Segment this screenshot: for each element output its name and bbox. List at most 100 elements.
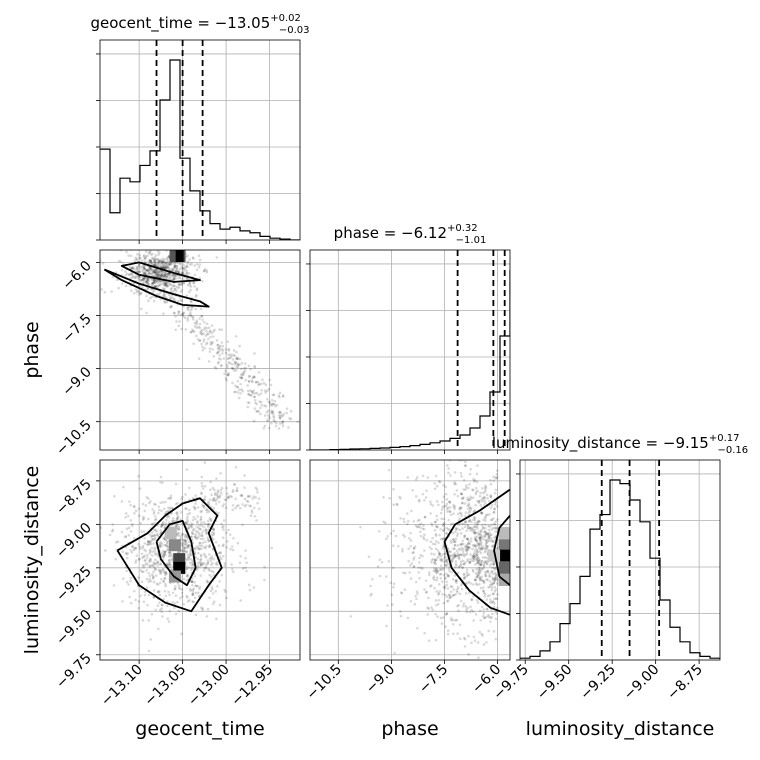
sample-point xyxy=(464,553,467,557)
sample-point xyxy=(152,538,155,541)
sample-point xyxy=(200,531,204,535)
sample-point xyxy=(153,548,156,551)
sample-point xyxy=(462,636,466,640)
sample-point xyxy=(185,567,188,571)
sample-point xyxy=(232,483,236,486)
sample-point xyxy=(444,553,447,556)
sample-point xyxy=(163,523,167,527)
sample-point xyxy=(416,626,419,630)
sample-point xyxy=(177,270,180,274)
sample-point xyxy=(465,552,469,556)
sample-point xyxy=(445,600,449,603)
sample-point xyxy=(173,266,176,269)
sample-point xyxy=(182,546,186,550)
sample-point xyxy=(483,526,487,530)
sample-point xyxy=(466,547,470,551)
sample-point xyxy=(451,553,454,557)
sample-point xyxy=(149,499,152,503)
sample-point xyxy=(278,422,282,425)
sample-point xyxy=(205,581,209,584)
sample-point xyxy=(187,308,190,312)
sample-point xyxy=(475,567,478,571)
sample-point xyxy=(146,254,149,257)
sample-point xyxy=(201,541,205,545)
sample-point xyxy=(208,569,211,572)
sample-point xyxy=(247,495,250,498)
sample-point xyxy=(175,286,179,289)
sample-point xyxy=(158,593,162,597)
sample-point xyxy=(239,375,242,379)
sample-point xyxy=(468,506,472,509)
sample-point xyxy=(487,535,491,539)
sample-point xyxy=(153,257,156,261)
x-axis-label: luminosity_distance xyxy=(526,718,715,740)
sample-point xyxy=(251,392,255,395)
sample-point xyxy=(451,522,454,526)
sample-point xyxy=(262,381,266,385)
sample-point xyxy=(212,570,215,574)
sample-point xyxy=(202,561,206,565)
sample-point xyxy=(409,531,412,535)
sample-point xyxy=(198,339,201,343)
sample-point xyxy=(179,518,182,521)
sample-point xyxy=(132,589,136,593)
sample-point xyxy=(164,570,168,573)
sample-point xyxy=(153,562,156,565)
sample-point xyxy=(262,426,266,430)
sample-point xyxy=(242,373,245,377)
sample-point xyxy=(137,293,141,296)
sample-point xyxy=(145,496,149,499)
sample-point xyxy=(462,576,466,580)
sample-point xyxy=(136,244,139,247)
sample-point xyxy=(478,630,482,634)
sample-point xyxy=(239,382,242,386)
sample-point xyxy=(189,300,193,304)
sample-point xyxy=(232,353,235,357)
sample-point xyxy=(489,574,492,578)
sample-point xyxy=(153,536,157,540)
sample-point xyxy=(216,346,220,350)
sample-point xyxy=(154,253,158,257)
sample-point xyxy=(168,562,171,566)
sample-point xyxy=(459,471,463,475)
sample-point xyxy=(492,592,495,596)
sample-point xyxy=(481,567,485,570)
density-contour xyxy=(120,261,201,283)
sample-point xyxy=(155,292,159,296)
sample-point xyxy=(452,538,455,541)
sample-point xyxy=(160,273,163,277)
sample-point xyxy=(459,532,463,535)
sample-point xyxy=(179,536,183,540)
sample-point xyxy=(140,570,144,574)
sample-point xyxy=(189,589,192,592)
sample-point xyxy=(433,542,437,546)
sample-point xyxy=(455,564,458,567)
sample-point xyxy=(464,544,468,548)
sample-point xyxy=(160,542,164,545)
sample-point xyxy=(164,553,167,557)
sample-point xyxy=(270,409,273,413)
sample-point xyxy=(143,559,147,563)
sample-point xyxy=(200,342,203,346)
sample-point xyxy=(264,391,267,394)
sample-point xyxy=(205,269,209,272)
sample-point xyxy=(209,488,212,492)
sample-point xyxy=(465,550,468,553)
sample-point xyxy=(152,279,156,282)
sample-point xyxy=(134,288,137,291)
sample-point xyxy=(162,597,165,601)
sample-point xyxy=(212,533,215,536)
sample-point xyxy=(180,591,184,595)
density-cell xyxy=(488,549,501,562)
sample-point xyxy=(430,522,433,525)
sample-point xyxy=(147,271,151,275)
sample-point xyxy=(255,488,259,491)
sample-point xyxy=(188,281,192,285)
sample-point xyxy=(441,537,445,541)
sample-point xyxy=(481,491,485,495)
sample-point xyxy=(406,512,409,515)
sample-point xyxy=(141,556,144,559)
sample-point xyxy=(411,551,415,555)
sample-point xyxy=(148,251,152,254)
scatter-panel-phase-vs-luminosity_distance: −10.5 −9.0 −7.5 −6.0 xyxy=(303,459,511,703)
